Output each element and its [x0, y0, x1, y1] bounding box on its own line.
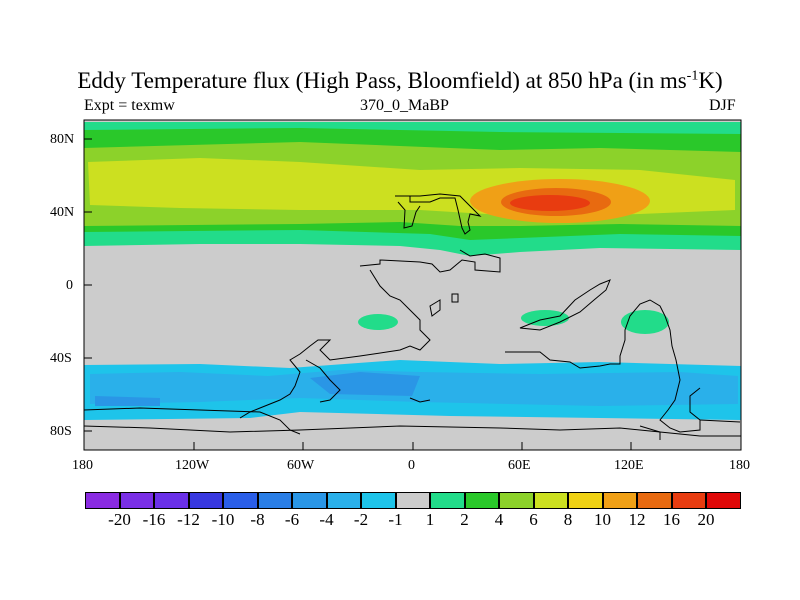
colorbar-swatch — [430, 492, 465, 509]
colorbar-swatch — [395, 492, 430, 509]
colorbar-swatch — [188, 492, 223, 509]
colorbar-label: -6 — [284, 510, 300, 529]
lon-label-60w: 60W — [287, 458, 315, 473]
lat-label-80s: 80S — [50, 424, 72, 439]
colorbar-swatch — [119, 492, 154, 509]
sh-midblue-band — [95, 372, 420, 406]
lon-label-120w: 120W — [175, 458, 210, 473]
tropical-patch-pacific — [621, 310, 669, 334]
experiment-label: Expt = texmw — [84, 97, 175, 114]
chart-title: Eddy Temperature flux (High Pass, Bloomf… — [77, 68, 723, 93]
colorbar-swatch — [223, 492, 258, 509]
lat-label-0: 0 — [66, 278, 73, 293]
coastlines — [84, 193, 741, 440]
colorbar-label: 12 — [628, 510, 646, 529]
colorbar-label: -12 — [177, 510, 200, 529]
period-label: 370_0_MaBP — [360, 97, 449, 114]
colorbar-swatch — [361, 492, 396, 509]
tropical-patch-atlantic — [358, 314, 398, 330]
colorbar-label: -16 — [142, 510, 166, 529]
colorbar-swatch — [637, 492, 672, 509]
contour-field — [84, 120, 741, 450]
lon-label-180e: 180 — [729, 458, 750, 473]
colorbar-label: 20 — [697, 510, 715, 529]
colorbar-label: -8 — [250, 510, 265, 529]
colorbar-swatch — [85, 492, 120, 509]
colorbar-swatch — [671, 492, 706, 509]
colorbar-swatch — [464, 492, 499, 509]
colorbar-label: 10 — [594, 510, 611, 529]
colorbar-label: 2 — [460, 510, 469, 529]
colorbar-swatch — [292, 492, 327, 509]
colorbar-label: -4 — [319, 510, 334, 529]
colorbar-label: 16 — [663, 510, 680, 529]
colorbar-swatch — [154, 492, 189, 509]
colorbar-swatch — [602, 492, 637, 509]
colorbar-swatch — [326, 492, 361, 509]
colorbar-label: 4 — [494, 510, 504, 529]
colorbar-label: -10 — [211, 510, 235, 529]
lon-label-60e: 60E — [508, 458, 531, 473]
colorbar-swatch — [257, 492, 292, 509]
lon-label-0: 0 — [408, 458, 415, 473]
colorbar-swatch — [499, 492, 534, 509]
lon-label-180w: 180 — [72, 458, 93, 473]
lat-label-40n: 40N — [50, 205, 75, 220]
colorbar-label: 1 — [425, 510, 435, 529]
lat-tick-marks — [84, 138, 92, 432]
colorbar-label: 6 — [529, 510, 538, 529]
colorbar-label: 8 — [563, 510, 573, 529]
tropical-patch-indian — [521, 310, 569, 326]
colorbar-swatch — [568, 492, 603, 509]
colorbar-label: -1 — [388, 510, 403, 529]
colorbar-label: -2 — [353, 510, 369, 529]
colorbar-label: -20 — [108, 510, 131, 529]
lat-label-80n: 80N — [50, 132, 75, 147]
lon-label-120e: 120E — [614, 458, 644, 473]
colorbar-swatch — [706, 492, 741, 509]
lon-tick-marks — [83, 442, 742, 450]
lat-label-40s: 40S — [50, 351, 72, 366]
colorbar-swatch — [533, 492, 568, 509]
nh-red-core — [510, 195, 590, 211]
season-label: DJF — [709, 97, 736, 114]
